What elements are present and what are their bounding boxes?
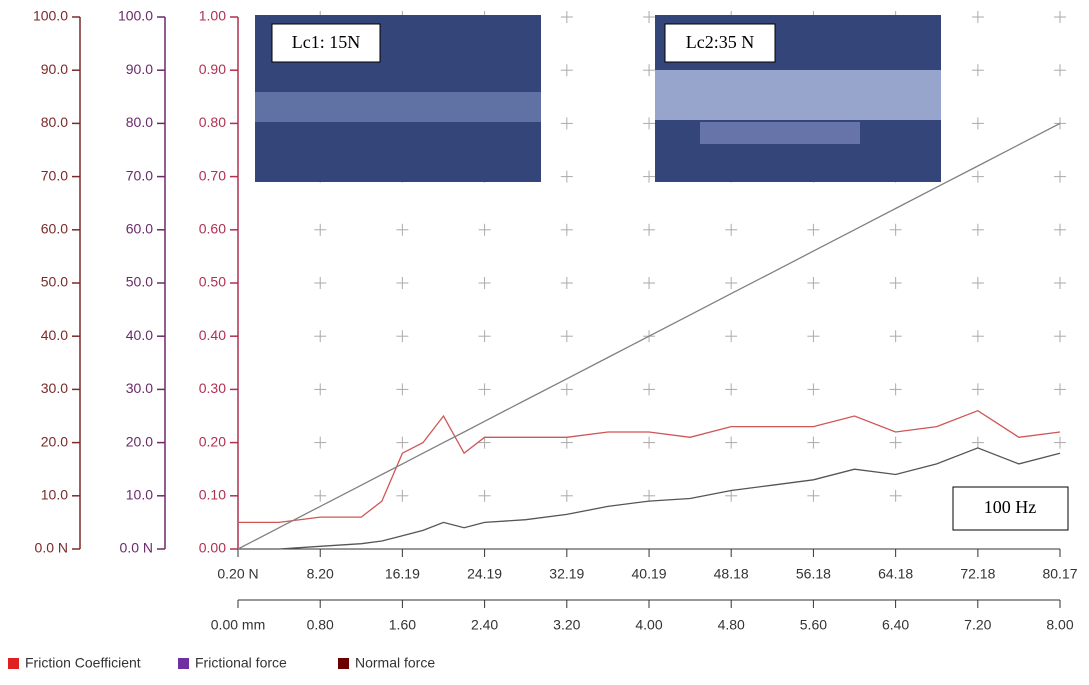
annotation: Lc2:35 N — [686, 32, 754, 52]
x-tick-label: 0.20 N — [217, 566, 258, 582]
lines — [237, 122, 1061, 550]
y-tick-label: 90.0 — [41, 61, 68, 77]
legend-swatch — [338, 658, 349, 669]
y-tick-label: 0.80 — [199, 114, 226, 130]
y-tick-label: 20.0 — [126, 433, 153, 449]
legend-label: Friction Coefficient — [25, 655, 141, 671]
y-tick-label: 100.0 — [33, 8, 68, 24]
y-tick-label: 60.0 — [41, 221, 68, 237]
series-line — [237, 122, 1061, 550]
legend-swatch — [8, 658, 19, 669]
x-tick-label: 56.18 — [796, 566, 831, 582]
legend-label: Normal force — [355, 655, 435, 671]
y-tick-label: 20.0 — [41, 433, 68, 449]
y-tick-label: 40.0 — [126, 327, 153, 343]
x-tick-label: 24.19 — [467, 566, 502, 582]
x-tick-label: 72.18 — [960, 566, 995, 582]
scratch-track — [655, 70, 941, 120]
x-tick-label: 80.17 — [1042, 566, 1077, 582]
x-tick-label: 40.19 — [632, 566, 667, 582]
x-tick-label: 64.18 — [878, 566, 913, 582]
inset-image: Lc1: 15N — [255, 15, 541, 182]
y-tick-label: 70.0 — [41, 167, 68, 183]
x-tick-label: 6.40 — [882, 617, 909, 633]
annotation: Lc1: 15N — [292, 32, 360, 52]
x-tick-label: 4.00 — [635, 617, 662, 633]
x-tick-label: 8.20 — [307, 566, 334, 582]
x-tick-label: 5.60 — [800, 617, 827, 633]
y-tick-label: 0.90 — [199, 61, 226, 77]
scratch-track — [700, 122, 860, 144]
annotation: 100 Hz — [984, 497, 1037, 517]
y-tick-label: 30.0 — [41, 380, 68, 396]
y-tick-label: 70.0 — [126, 167, 153, 183]
y-tick-label: 40.0 — [41, 327, 68, 343]
label-box — [952, 486, 1069, 531]
series-line — [238, 409, 1061, 524]
scratch-track — [255, 92, 541, 122]
y-tick-label: 0.10 — [199, 487, 226, 503]
y-tick-label: 10.0 — [126, 487, 153, 503]
y-tick-label: 50.0 — [126, 274, 153, 290]
y-tick-label: 0.60 — [199, 221, 226, 237]
y-tick-label: 0.00 — [199, 540, 226, 556]
y-tick-label: 0.40 — [199, 327, 226, 343]
inset-image: Lc2:35 N — [655, 15, 941, 182]
x-tick-label: 1.60 — [389, 617, 416, 633]
x-tick-label: 0.00 mm — [211, 617, 265, 633]
x-tick-label: 4.80 — [718, 617, 745, 633]
x-tick-label: 7.20 — [964, 617, 991, 633]
x-tick-label: 0.80 — [307, 617, 334, 633]
y-tick-label: 0.0 N — [35, 540, 68, 556]
x-tick-label: 2.40 — [471, 617, 498, 633]
y-tick-label: 60.0 — [126, 221, 153, 237]
x-tick-label: 16.19 — [385, 566, 420, 582]
y-tick-label: 90.0 — [126, 61, 153, 77]
legend-label: Frictional force — [195, 655, 287, 671]
y-tick-label: 30.0 — [126, 380, 153, 396]
y-tick-label: 0.50 — [199, 274, 226, 290]
x-tick-label: 3.20 — [553, 617, 580, 633]
y-tick-label: 0.30 — [199, 380, 226, 396]
y-tick-label: 10.0 — [41, 487, 68, 503]
x-tick-label: 8.00 — [1046, 617, 1073, 633]
legend-swatch — [178, 658, 189, 669]
y-tick-label: 80.0 — [126, 114, 153, 130]
label-box — [664, 23, 776, 63]
y-tick-label: 0.70 — [199, 167, 226, 183]
y-tick-label: 50.0 — [41, 274, 68, 290]
y-tick-label: 0.20 — [199, 433, 226, 449]
axes: 0.0 N 10.0 20.0 30.0 40.0 50.0 60.0 70.0 80.0 90.… — [33, 8, 1078, 633]
series-line — [238, 447, 1061, 550]
x-tick-label: 32.19 — [549, 566, 584, 582]
legend: Friction Coefficient Frictional force Norm… — [8, 655, 435, 671]
y-tick-label: 0.0 N — [120, 540, 153, 556]
y-tick-label: 80.0 — [41, 114, 68, 130]
y-tick-label: 1.00 — [199, 8, 226, 24]
label-box — [271, 23, 381, 63]
x-tick-label: 48.18 — [714, 566, 749, 582]
y-tick-label: 100.0 — [118, 8, 153, 24]
